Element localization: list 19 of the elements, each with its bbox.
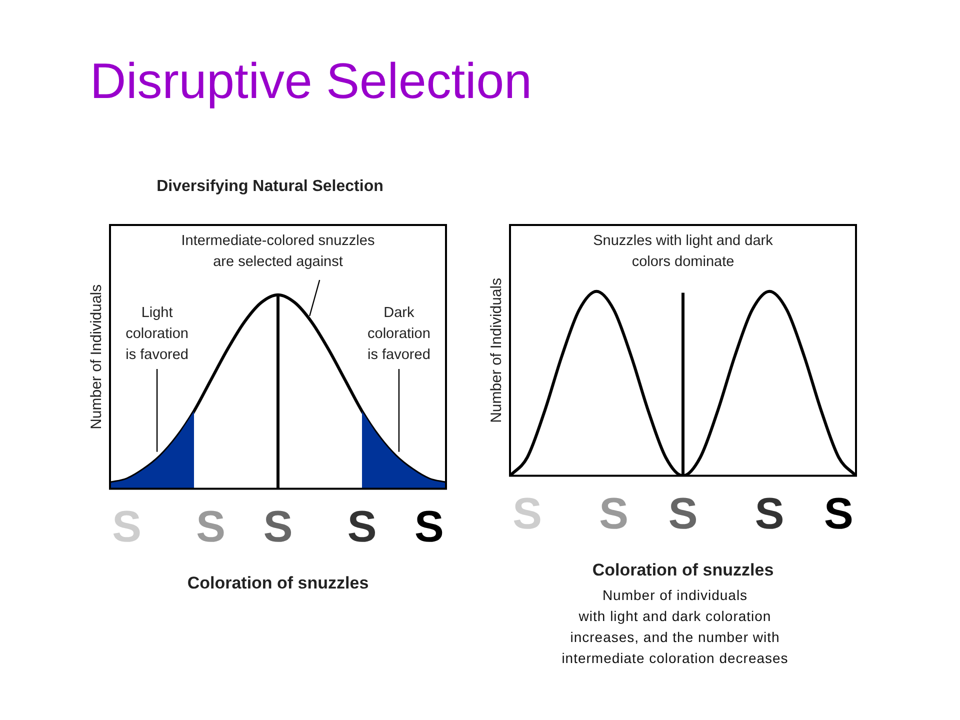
x-tick-label: S <box>599 489 628 538</box>
x-axis-title: Coloration of snuzzles <box>592 560 774 580</box>
x-tick-label: S <box>347 502 377 552</box>
text: Intermediate-colored snuzzles are selected against <box>181 233 375 270</box>
annotation: Dark coloration is favored <box>368 305 430 363</box>
chart-subtitle: Diversifying Natural Selection <box>156 178 384 197</box>
y-axis-title: Number of Individuals <box>488 278 506 423</box>
x-tick-label: S <box>668 489 698 538</box>
text: Number of individuals with light and dark coloration increases, and the number with intermediate coloration decreases <box>560 586 790 668</box>
y-axis-title: Number of Individuals <box>88 284 106 430</box>
x-tick-label: S <box>196 502 226 552</box>
x-tick-label: S <box>414 502 444 552</box>
text: Snuzzles with light and dark colors dominate <box>593 233 774 270</box>
x-tick-label: S <box>263 502 293 552</box>
x-axis-title: Coloration of snuzzles <box>187 573 369 592</box>
x-tick-label: S <box>754 489 784 538</box>
annotation: Light coloration is favored <box>126 305 188 363</box>
chart-title: Disruptive Selection <box>90 52 532 110</box>
x-tick-label: S <box>824 489 854 538</box>
